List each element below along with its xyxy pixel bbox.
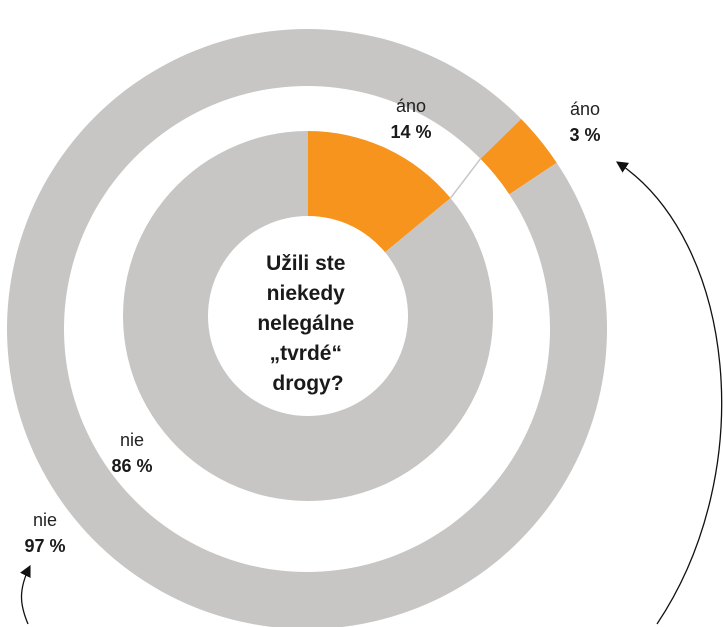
outer-nie-label: nie [33,510,57,530]
outer-slice-ano [480,118,557,195]
center-title-line: Užili ste [266,252,345,275]
inner-slice-nie [122,131,494,502]
center-title-line: „tvrdé“ [270,342,342,365]
center-title-line: nelegálne [257,312,354,335]
outer-ano-value: 3 % [569,125,600,145]
outer-ring [7,29,607,627]
outer-ano-label: áno [570,99,600,119]
center-title-line: niekedy [267,282,346,305]
inner-ano-value: 14 % [390,122,431,142]
center-title: Užili ste niekedy nelegálne „tvrdé“ drog… [257,252,358,395]
inner-nie-label: nie [120,430,144,450]
inner-nie-value: 86 % [111,456,152,476]
center-title-line: drogy? [272,372,343,395]
inner-slice-ano [308,131,451,253]
arrow-right-curve [616,161,723,625]
inner-ring [122,131,494,502]
inner-ano-label: áno [396,96,426,116]
outer-nie-value: 97 % [24,536,65,556]
arrow-left-curve [20,564,31,625]
leader-line [449,158,482,199]
